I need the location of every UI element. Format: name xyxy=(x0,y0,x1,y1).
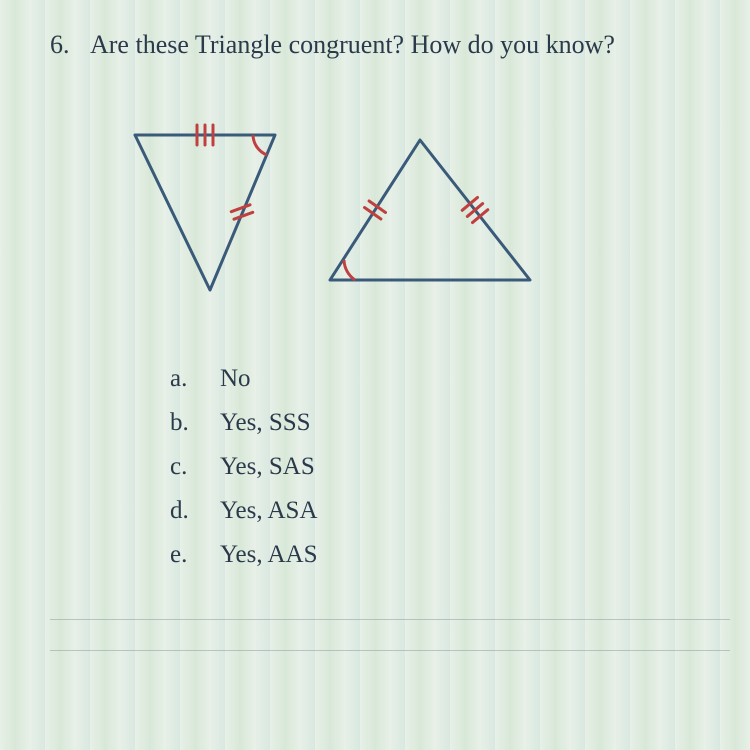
option-text: No xyxy=(220,365,251,393)
triangle-figure xyxy=(120,120,730,315)
triangles-svg xyxy=(120,120,540,310)
option-e[interactable]: e. Yes, AAS xyxy=(170,541,730,569)
option-d[interactable]: d. Yes, ASA xyxy=(170,497,730,525)
question-text: Are these Triangle congruent? How do you… xyxy=(90,30,730,60)
option-text: Yes, ASA xyxy=(220,497,318,525)
option-text: Yes, SAS xyxy=(220,453,315,481)
option-letter: d. xyxy=(170,497,220,525)
answer-options: a. No b. Yes, SSS c. Yes, SAS d. Yes, AS… xyxy=(170,365,730,569)
option-b[interactable]: b. Yes, SSS xyxy=(170,409,730,437)
option-text: Yes, SSS xyxy=(220,409,311,437)
option-letter: e. xyxy=(170,541,220,569)
question-number: 6. xyxy=(50,30,90,60)
option-a[interactable]: a. No xyxy=(170,365,730,393)
divider-line xyxy=(50,650,730,651)
option-letter: b. xyxy=(170,409,220,437)
question-block: 6. Are these Triangle congruent? How do … xyxy=(0,0,750,671)
option-letter: a. xyxy=(170,365,220,393)
option-letter: c. xyxy=(170,453,220,481)
option-text: Yes, AAS xyxy=(220,541,318,569)
option-c[interactable]: c. Yes, SAS xyxy=(170,453,730,481)
question-row: 6. Are these Triangle congruent? How do … xyxy=(50,30,730,60)
divider-line xyxy=(50,619,730,620)
